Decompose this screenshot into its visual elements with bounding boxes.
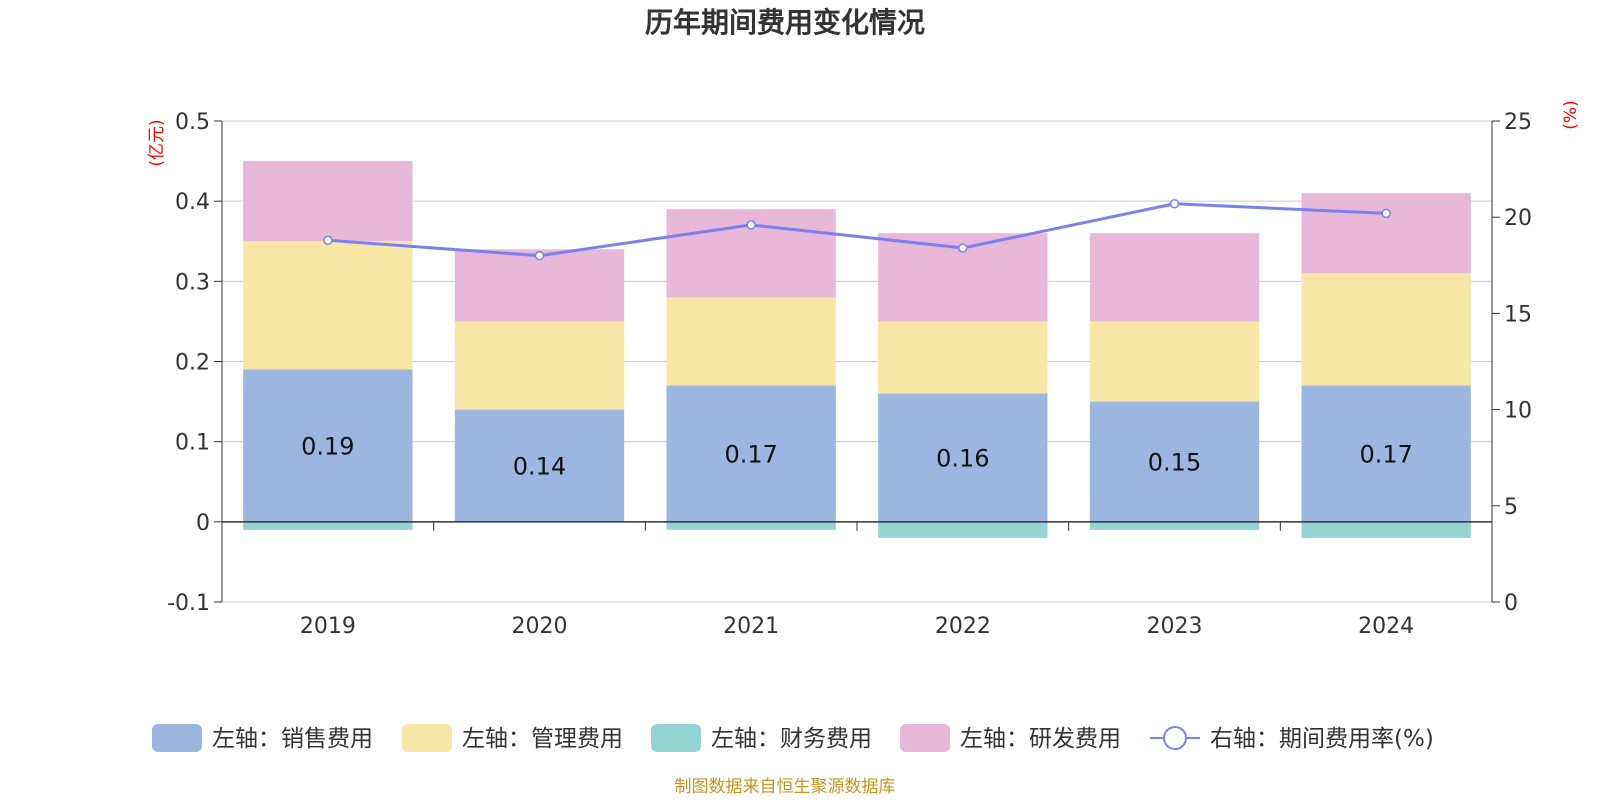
x-tick-label: 2021	[723, 614, 779, 639]
bar-segment	[1301, 193, 1471, 274]
legend-circle-marker	[1163, 726, 1187, 750]
right-tick-label: 0	[1504, 591, 1518, 616]
legend-swatch	[651, 724, 701, 752]
rate-point	[1381, 208, 1391, 219]
legend-swatch	[402, 724, 452, 752]
grid-lines	[222, 120, 1492, 603]
bar-segment	[1089, 401, 1260, 522]
legend: 左轴：销售费用 左轴：管理费用 左轴：财务费用 左轴：研发费用 右轴：期间费用率(%)	[152, 724, 1434, 752]
left-tick-label: -0.1	[167, 591, 210, 616]
bar-segment	[454, 249, 625, 322]
line-series	[323, 198, 1391, 261]
legend-label: 左轴：研发费用	[960, 726, 1121, 752]
bar-segment	[666, 521, 836, 530]
bar-segment	[243, 161, 413, 242]
legend-swatch	[900, 724, 950, 752]
left-axis-unit: (亿元)	[147, 119, 167, 166]
x-tick-label: 2023	[1147, 614, 1203, 639]
legend-label: 左轴：销售费用	[212, 726, 373, 752]
bar-segment	[878, 321, 1048, 394]
bar-data-label: 0.14	[513, 453, 566, 481]
right-tick-label: 5	[1504, 495, 1518, 520]
x-tick-label: 2022	[935, 614, 991, 639]
left-tick-label: 0.4	[175, 190, 210, 215]
bar-segment	[243, 369, 413, 522]
bar-data-label: 0.15	[1148, 449, 1201, 477]
bar-data-label: 0.17	[724, 441, 777, 469]
right-tick-label: 20	[1504, 206, 1532, 231]
bar-segment	[666, 385, 836, 522]
bar-segment	[878, 393, 1048, 522]
bar-segment	[878, 521, 1048, 538]
bar-segment	[1089, 321, 1260, 402]
right-axis-unit: (%)	[1561, 100, 1581, 129]
bar-segment	[454, 409, 625, 522]
bar-segment	[1301, 273, 1471, 386]
rate-point	[958, 243, 968, 253]
source-note: 制图数据来自恒生聚源数据库	[675, 777, 896, 797]
bar-data-label: 0.19	[301, 433, 354, 461]
bar-segment	[454, 321, 625, 410]
rate-point	[323, 235, 333, 246]
bar-segment	[1301, 385, 1471, 522]
bar-segment	[243, 521, 413, 530]
chart-title: 历年期间费用变化情况	[645, 6, 925, 39]
rate-point	[1169, 198, 1180, 209]
rate-point	[746, 220, 756, 230]
x-tick-label: 2024	[1358, 614, 1414, 639]
right-tick-label: 25	[1504, 110, 1532, 135]
left-tick-label: 0	[196, 511, 210, 536]
rate-line	[327, 202, 1387, 258]
bar-data-label: 0.17	[1359, 441, 1412, 469]
left-tick-label: 0.5	[175, 110, 210, 135]
bar-segment	[1089, 233, 1260, 322]
bar-segment	[1301, 521, 1471, 538]
x-tick-label: 2019	[300, 614, 356, 639]
left-tick-label: 0.1	[175, 431, 210, 456]
bar-segment	[1089, 521, 1260, 530]
bar-series: 0.19 0.14 0.17 0.16 0.15 0.17	[243, 161, 1471, 538]
axes: -0.1 0 0.1 0.2 0.3 0.4 0.5 0 5 10 15 20 25 2019 2020 20…	[167, 110, 1532, 639]
legend-label: 左轴：财务费用	[711, 726, 872, 752]
rate-point	[534, 250, 545, 261]
bar-segment	[666, 297, 836, 386]
right-tick-label: 15	[1504, 302, 1532, 327]
bar-data-label: 0.16	[936, 445, 989, 473]
left-tick-label: 0.2	[175, 351, 210, 376]
left-tick-label: 0.3	[175, 270, 210, 295]
right-tick-label: 10	[1504, 399, 1532, 424]
bar-segment	[243, 241, 413, 370]
x-tick-label: 2020	[512, 614, 568, 639]
legend-label: 右轴：期间费用率(%)	[1210, 726, 1434, 752]
legend-swatch	[152, 724, 202, 752]
legend-label: 左轴：管理费用	[462, 726, 623, 752]
